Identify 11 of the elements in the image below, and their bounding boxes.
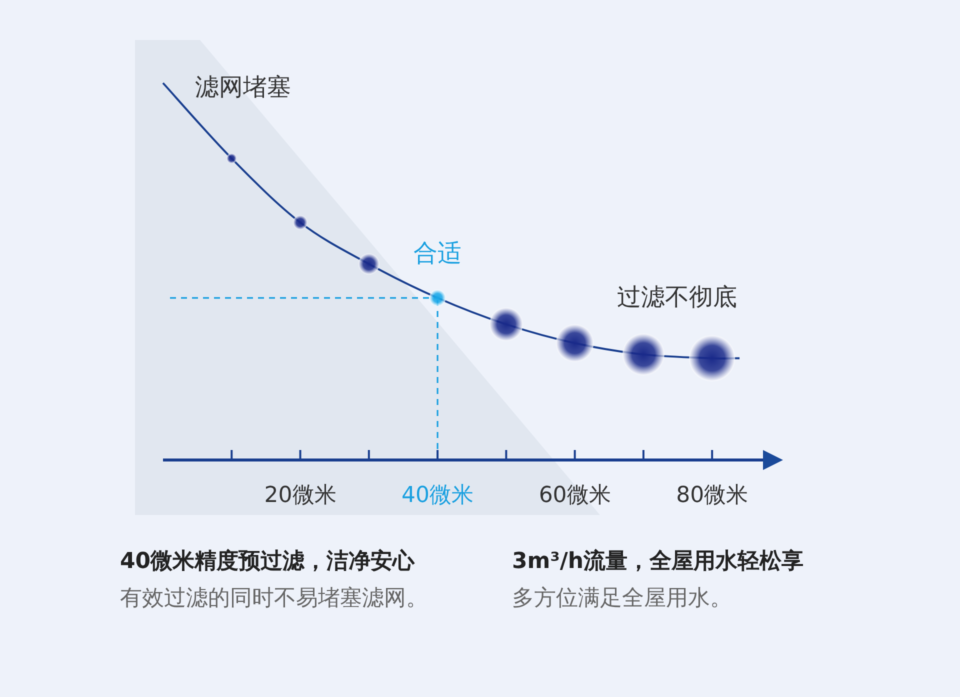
text: 3m³/h流量，全屋用水轻松享	[512, 548, 804, 574]
x-tick-label: 40微米	[402, 483, 474, 508]
annotation: 合适	[414, 238, 462, 267]
annotation: 滤网堵塞	[195, 73, 291, 101]
annotation: 过滤不彻底	[617, 283, 738, 312]
text: 有效过滤的同时不易堵塞滤网。	[120, 586, 428, 611]
text: 40微米精度预过滤，洁净安心	[120, 548, 416, 574]
x-tick-label: 20微米	[264, 483, 336, 508]
x-tick-label: 80微米	[676, 483, 748, 508]
x-tick-label: 60微米	[538, 483, 611, 508]
text: 多方位满足全屋用水。	[512, 586, 732, 611]
